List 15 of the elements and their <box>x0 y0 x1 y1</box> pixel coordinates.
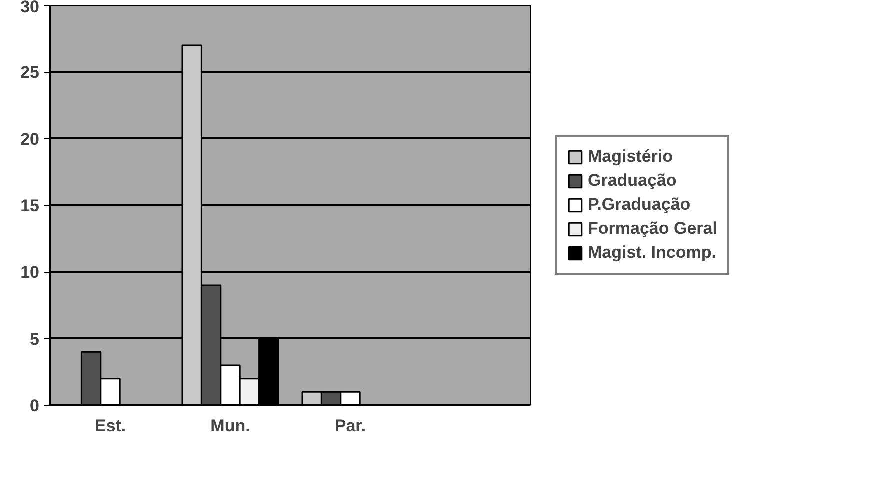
x-tick-label: Mun. <box>210 416 250 436</box>
legend-label: P.Graduação <box>588 195 691 215</box>
y-tick-label: 10 <box>20 263 40 282</box>
y-tick-label: 30 <box>20 0 40 16</box>
legend-label: Formação Geral <box>588 219 718 239</box>
legend-label: Magist. Incomp. <box>588 243 716 263</box>
x-tick-label: Est. <box>94 416 126 436</box>
y-tick-label: 5 <box>30 330 40 349</box>
y-tick-label: 0 <box>30 396 40 416</box>
y-tick-label: 25 <box>20 63 40 82</box>
y-tick-label: 15 <box>20 196 40 216</box>
legend-label: Magistério <box>588 147 674 167</box>
legend-label: Graduação <box>588 171 677 191</box>
y-tick-label: 20 <box>20 130 40 149</box>
x-tick-label: Par. <box>334 416 366 436</box>
